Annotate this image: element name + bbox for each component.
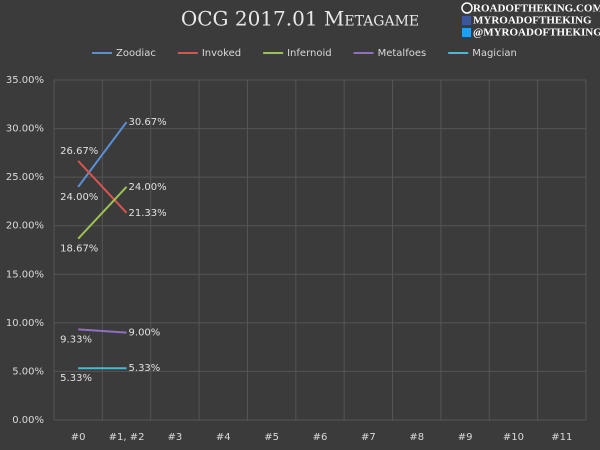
x-tick-label: #8 [409, 432, 424, 443]
series-line [77, 186, 128, 240]
data-label: 21.33% [129, 208, 167, 219]
x-tick-label: #0 [71, 432, 86, 443]
series-line [77, 160, 128, 214]
y-tick-label: 20.00% [6, 221, 44, 232]
data-label: 30.67% [129, 117, 167, 128]
twitter-icon [462, 28, 471, 37]
y-tick-label: 35.00% [6, 75, 44, 86]
y-tick-label: 0.00% [12, 415, 44, 426]
logo-icon [461, 2, 473, 14]
y-tick-label: 10.00% [6, 318, 44, 329]
legend-label: Zoodiac [116, 48, 156, 59]
series-line [78, 328, 127, 334]
data-label: 26.67% [60, 146, 98, 157]
facebook-icon [462, 16, 471, 25]
legend-label: Invoked [202, 48, 241, 59]
x-tick-label: #9 [458, 432, 473, 443]
x-tick-label: #6 [313, 432, 328, 443]
data-label: 5.33% [129, 363, 161, 374]
data-label: 9.00% [129, 328, 161, 339]
x-tick-label: #4 [216, 432, 231, 443]
x-tick-label: #5 [264, 432, 279, 443]
data-label: 9.33% [60, 334, 92, 345]
legend-label: Magician [472, 48, 517, 59]
chart-title: OCG 2017.01 Metagame [181, 7, 419, 31]
y-tick-label: 5.00% [12, 366, 44, 377]
x-tick-label: #1, #2 [109, 432, 145, 443]
legend-label: Metalfoes [378, 48, 427, 59]
x-tick-label: #3 [168, 432, 183, 443]
watermark: @MYROADOFTHEKING [473, 27, 600, 39]
x-tick-label: #10 [503, 432, 524, 443]
data-label: 5.33% [60, 373, 92, 384]
x-tick-label: #7 [361, 432, 376, 443]
watermark: ROADOFTHEKING.COM [473, 3, 600, 15]
series-line [77, 121, 128, 188]
y-tick-label: 25.00% [6, 172, 44, 183]
data-label: 24.00% [129, 182, 167, 193]
watermark: MYROADOFTHEKING [473, 15, 592, 27]
data-label: 18.67% [60, 244, 98, 255]
legend-label: Infernoid [287, 48, 331, 59]
data-label: 24.00% [60, 192, 98, 203]
y-tick-label: 15.00% [6, 269, 44, 280]
x-tick-label: #11 [551, 432, 572, 443]
y-tick-label: 30.00% [6, 124, 44, 135]
